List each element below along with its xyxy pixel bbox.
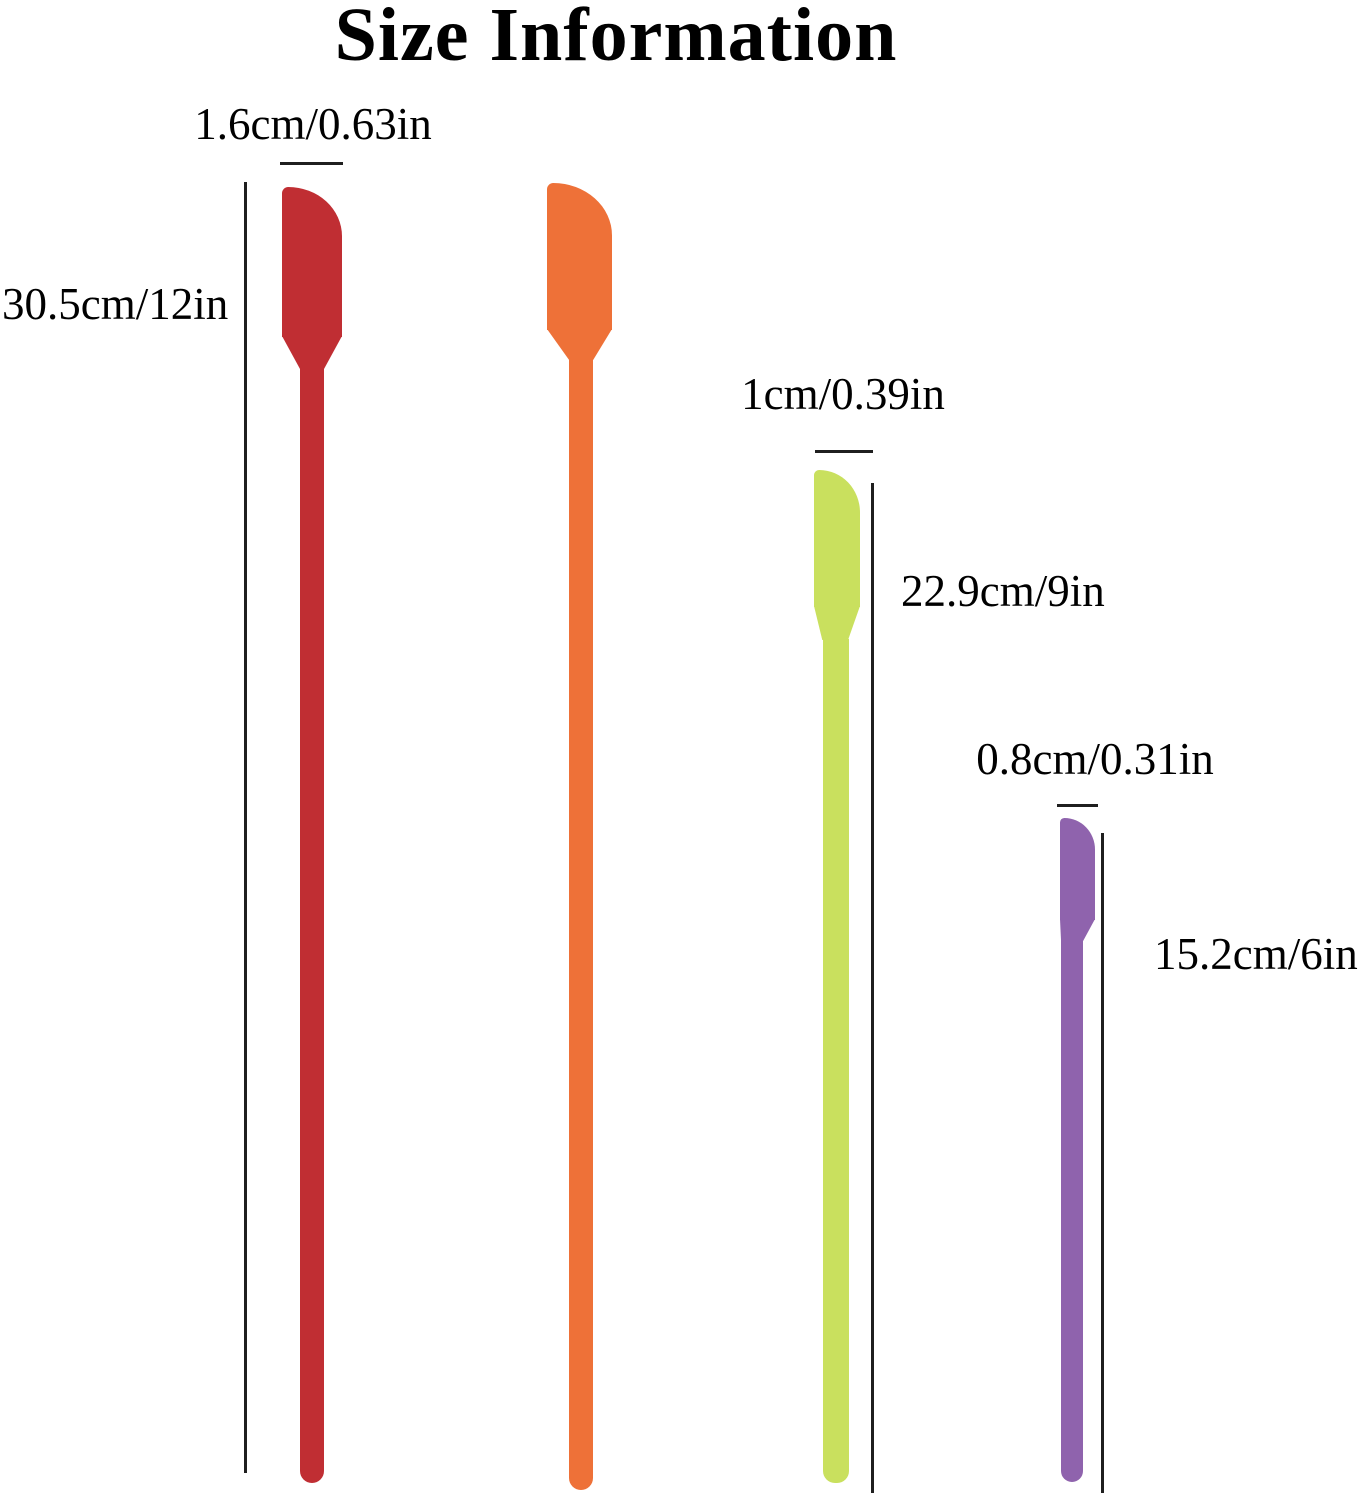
red-spatula-handle (300, 368, 324, 1483)
red-spatula-neck (282, 336, 342, 369)
purple-width-tick-line (1057, 804, 1098, 807)
purple-spatula-neck (1060, 919, 1095, 941)
green-spatula-neck (814, 606, 860, 640)
green-spatula-handle (823, 639, 849, 1483)
purple-length-dimension-line (1101, 833, 1104, 1493)
red-width-label: 1.6cm/0.63in (194, 99, 432, 149)
purple-spatula-blade (1060, 818, 1095, 920)
green-length-label: 22.9cm/9in (901, 566, 1105, 616)
orange-spatula-blade (547, 183, 612, 330)
red-width-tick-line (280, 162, 343, 165)
red-length-label: 30.5cm/12in (2, 279, 229, 329)
green-length-dimension-line (871, 483, 874, 1493)
red-length-dimension-line (244, 182, 247, 1473)
green-spatula-blade (814, 470, 860, 607)
purple-spatula-handle (1061, 940, 1083, 1482)
green-width-label: 1cm/0.39in (741, 369, 945, 419)
red-spatula-blade (282, 187, 342, 337)
orange-spatula-handle (569, 359, 593, 1490)
green-width-tick-line (815, 450, 873, 453)
page-title: Size Information (334, 0, 898, 77)
purple-length-label: 15.2cm/6in (1154, 929, 1358, 979)
purple-width-label: 0.8cm/0.31in (976, 734, 1214, 784)
orange-spatula-neck (547, 329, 612, 360)
